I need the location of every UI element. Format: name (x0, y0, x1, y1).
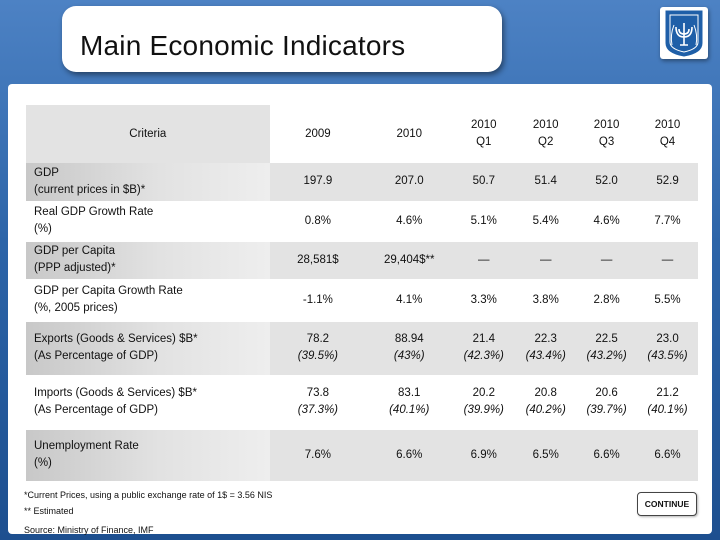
table-row: Real GDP Growth Rate (%) 0.8% 4.6% 5.1% 5… (26, 200, 698, 241)
cell-2010: 88.94 (43%) (366, 320, 453, 375)
cell-2010: 207.0 (366, 163, 453, 201)
table-row: Unemployment Rate (%) 7.6% 6.6% 6.9% 6.5%… (26, 428, 698, 481)
emblem-logo (660, 7, 708, 59)
table-row: GDP per Capita (PPP adjusted)* 28,581$ 29… (26, 240, 698, 279)
cell-2010: 4.6% (366, 200, 453, 241)
menorah-emblem-icon (665, 10, 703, 57)
header-year: 2010 (532, 119, 559, 131)
header-quarter: Q1 (476, 136, 492, 148)
cell-q3: 6.6% (576, 428, 638, 481)
cell-q1: 50.7 (452, 163, 516, 201)
source-note: Source: Ministry of Finance, IMF (24, 525, 154, 535)
header-quarter: Q4 (659, 136, 676, 148)
cell-2010: 29,404$** (366, 240, 453, 279)
cell-q1: 6.9% (452, 428, 516, 481)
table-row: GDP per Capita Growth Rate (%, 2005 price… (26, 278, 698, 321)
header-2010: 2010 (396, 127, 423, 140)
cell-q2: — (515, 240, 577, 279)
cell-2009: 28,581$ (269, 240, 367, 279)
footnote-exchange-rate: *Current Prices, using a public exchange… (24, 490, 273, 500)
header-year: 2010 (470, 119, 497, 131)
cell-q2: 51.4 (515, 163, 577, 201)
cell-q4: 5.5% (637, 278, 698, 321)
cell-q1: — (452, 240, 516, 279)
indicators-table: Criteria 2009 2010 2010 Q1 2010 Q2 2010 Q3 … (26, 105, 698, 481)
row-label: GDP per Capita Growth Rate (%, 2005 price… (26, 278, 270, 321)
cell-2009: 78.2 (39.5%) (269, 320, 367, 375)
continue-button[interactable]: CONTINUE (637, 492, 697, 516)
cell-q2: 22.3 (43.4%) (515, 320, 577, 375)
cell-q3: 22.5 (43.2%) (576, 320, 638, 375)
cell-q3: 20.6 (39.7%) (576, 374, 638, 429)
cell-q4: 21.2 (40.1%) (637, 374, 698, 429)
header-quarter: Q2 (538, 136, 554, 148)
title-box: Main Economic Indicators (62, 6, 502, 72)
row-label: GDP per Capita (PPP adjusted)* (26, 240, 270, 279)
cell-2009: 0.8% (269, 200, 367, 241)
cell-q4: 52.9 (637, 163, 698, 201)
header-year: 2010 (654, 119, 681, 131)
cell-q4: 23.0 (43.5%) (637, 320, 698, 375)
header-row: Criteria 2009 2010 2010 Q1 2010 Q2 2010 Q3 … (26, 105, 698, 163)
cell-2009: -1.1% (269, 278, 367, 321)
table-row: Imports (Goods & Services) $B* (As Percen… (26, 374, 698, 429)
header-2010-q3: 2010 Q3 (576, 105, 637, 163)
row-label: Imports (Goods & Services) $B* (As Percen… (26, 374, 270, 429)
page-title: Main Economic Indicators (80, 30, 406, 61)
cell-q4: 7.7% (637, 200, 698, 241)
header-criteria: Criteria (26, 105, 270, 163)
cell-q3: 2.8% (576, 278, 638, 321)
cell-q1: 20.2 (39.9%) (452, 374, 516, 429)
row-label: Unemployment Rate (%) (26, 428, 270, 481)
header-2010-q1: 2010 Q1 (452, 105, 515, 163)
cell-q2: 3.8% (515, 278, 577, 321)
cell-q3: 4.6% (576, 200, 638, 241)
cell-q4: 6.6% (637, 428, 698, 481)
cell-2009: 7.6% (269, 428, 367, 481)
table-row: Exports (Goods & Services) $B* (As Percen… (26, 320, 698, 375)
cell-q1: 5.1% (452, 200, 516, 241)
cell-q3: 52.0 (576, 163, 638, 201)
header-2010-q2: 2010 Q2 (515, 105, 576, 163)
cell-q2: 6.5% (515, 428, 577, 481)
cell-2010: 83.1 (40.1%) (366, 374, 453, 429)
row-label: GDP (current prices in $B)* (26, 163, 270, 201)
table-row: GDP (current prices in $B)* 197.9 207.0 5… (26, 163, 698, 201)
cell-2010: 6.6% (366, 428, 453, 481)
row-label: Real GDP Growth Rate (%) (26, 200, 270, 241)
header-2009: 2009 (305, 127, 331, 140)
cell-q1: 21.4 (42.3%) (452, 320, 516, 375)
header-year: 2010 (593, 119, 620, 131)
row-label: Exports (Goods & Services) $B* (As Percen… (26, 320, 270, 375)
footnote-estimated: ** Estimated (24, 506, 74, 516)
header-quarter: Q3 (598, 136, 615, 148)
cell-q1: 3.3% (452, 278, 516, 321)
cell-q2: 20.8 (40.2%) (515, 374, 577, 429)
cell-2010: 4.1% (366, 278, 453, 321)
cell-q2: 5.4% (515, 200, 577, 241)
cell-q4: — (637, 240, 698, 279)
header-2010-q4: 2010 Q4 (637, 105, 698, 163)
cell-2009: 73.8 (37.3%) (269, 374, 367, 429)
cell-q3: — (576, 240, 638, 279)
cell-2009: 197.9 (269, 163, 367, 201)
